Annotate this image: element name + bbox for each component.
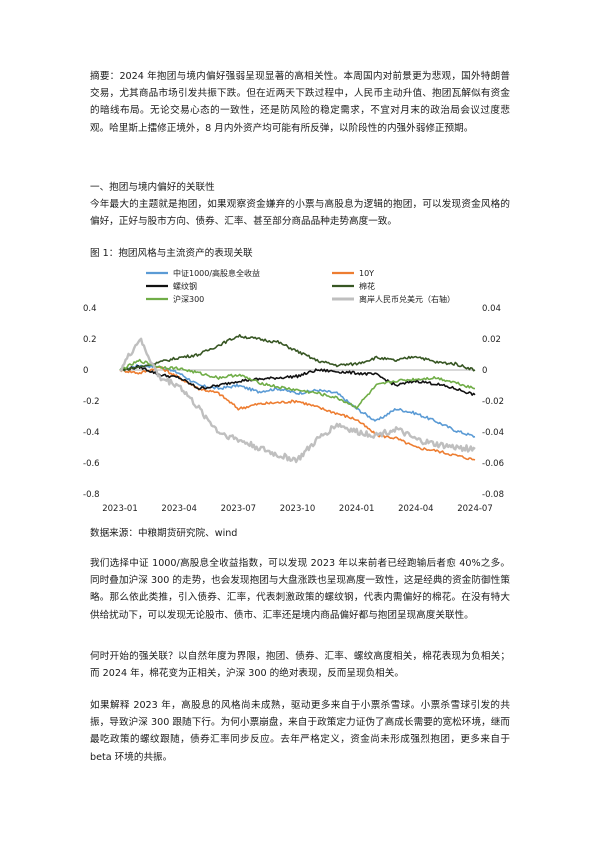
legend-label: 中证1000/高股息全收益 [173,268,260,278]
body-paragraph-2: 何时开始的强关联？以自然年度为界限，抱团、债券、汇率、螺纹高度相关，棉花表现为负… [90,651,510,680]
legend-label: 棉花 [359,281,375,291]
legend-label: 沪深300 [173,294,204,304]
series-line [119,364,476,438]
body-paragraph-3: 如果解释 2023 年，高股息的风格尚未成熟，驱动更多来自于小票杀雪球。小票杀雪… [90,700,510,763]
left-axis-tick-label: -0.4 [83,428,100,438]
series-line [119,358,476,410]
legend-label: 10Y [359,269,374,278]
source-note: 数据来源：中粮期货研究院、wind [90,528,238,539]
x-axis-tick-label: 2023-10 [280,504,316,514]
x-axis-tick-label: 2024-01 [339,504,375,514]
left-axis-tick-label: -0.8 [83,490,100,500]
right-axis-tick-label: -0.08 [482,490,504,500]
section-intro-paragraph: 今年最大的主题就是抱团，如果观察资金嫌弃的小票与高股息为逻辑的抱团，可以发现资金… [90,199,510,228]
x-axis-tick-label: 2023-07 [221,504,257,514]
legend-label: 离岸人民币兑美元（右轴） [359,294,455,304]
series-line [119,334,476,372]
left-axis-tick-label: -0.6 [83,459,100,469]
left-axis-tick-label: 0 [83,366,88,376]
line-chart: 0.4 0.2 0 -0.2 -0.4 -0.6 -0.8 0.04 0.02 0 -0.02 -0.… [83,268,504,514]
x-axis-tick-label: 2024-07 [457,504,493,514]
right-axis-tick-label: 0.04 [482,304,501,314]
left-axis-tick-label: 0.4 [83,304,97,314]
right-axis-tick-label: 0 [482,366,487,376]
series-line [119,366,476,461]
left-axis-tick-label: 0.2 [83,335,97,345]
right-axis-tick-label: -0.04 [482,428,504,438]
series-line [119,337,476,464]
right-axis-tick-label: 0.02 [482,335,501,345]
body-paragraph-1: 我们选择中证 1000/高股息全收益指数，可以发现 2023 年以来前者已经跑输… [90,558,510,621]
x-axis-tick-label: 2023-01 [102,504,138,514]
legend-label: 螺纹钢 [173,281,197,291]
figure-title: 图 1：抱团风格与主流资产的表现关联 [90,248,253,259]
series-line [119,365,476,396]
left-axis-tick-label: -0.2 [83,397,100,407]
section-heading: 一、抱团与境内偏好的关联性 [90,182,215,193]
right-axis-tick-label: -0.02 [482,397,504,407]
x-axis-tick-label: 2023-04 [161,504,197,514]
right-axis-tick-label: -0.06 [482,459,504,469]
summary-paragraph: 摘要：2024 年抱团与境内偏好强弱呈现显著的高相关性。本周国内对前景更为悲观，… [90,71,510,134]
x-axis-tick-label: 2024-04 [398,504,434,514]
